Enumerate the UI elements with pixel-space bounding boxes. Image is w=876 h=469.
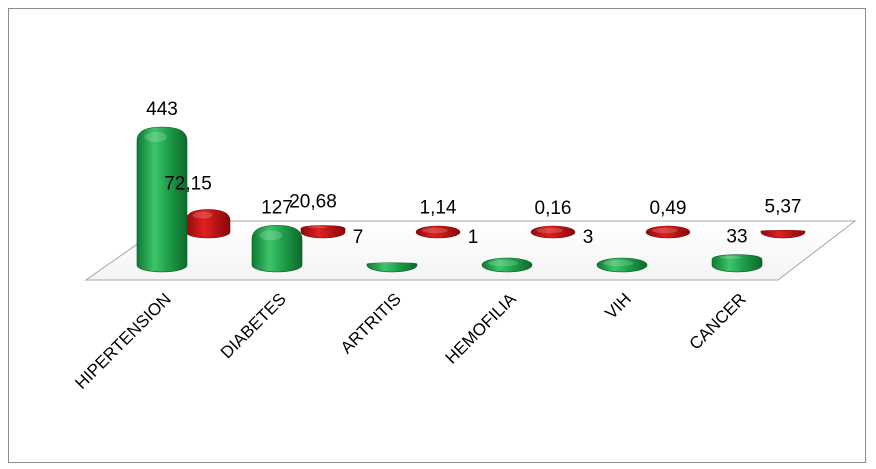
- green-bar-2: [366, 262, 418, 273]
- category-label: HEMOFILIA: [442, 289, 521, 368]
- green-bar-0: [136, 126, 188, 273]
- red-value-label: 1,14: [420, 198, 457, 219]
- red-bar-2: [415, 225, 461, 239]
- red-bar-0: [185, 209, 231, 239]
- green-value-label: 127: [261, 197, 293, 218]
- green-value-label: 443: [146, 99, 178, 120]
- green-bar-3: [481, 257, 533, 273]
- red-value-label: 20,68: [289, 192, 337, 213]
- category-label: VIH: [601, 289, 634, 322]
- green-value-label: 33: [726, 227, 747, 248]
- category-label: HIPERTENSION: [71, 289, 174, 392]
- red-bar-4: [645, 225, 691, 239]
- green-bar-4: [596, 257, 648, 273]
- red-bar-1: [300, 225, 346, 239]
- green-bar-1: [251, 225, 303, 273]
- red-bar-3: [530, 225, 576, 239]
- red-value-label: 0,16: [535, 198, 572, 219]
- category-label: DIABETES: [217, 289, 290, 362]
- red-bar-5: [760, 230, 806, 239]
- green-value-label: 3: [583, 227, 594, 248]
- category-label: CANCER: [686, 289, 750, 353]
- category-label: ARTRITIS: [337, 289, 405, 357]
- green-value-label: 1: [468, 227, 479, 248]
- red-value-label: 72,15: [164, 174, 212, 195]
- green-bar-5: [711, 254, 763, 273]
- red-value-label: 5,37: [765, 196, 802, 217]
- red-value-label: 0,49: [650, 198, 687, 219]
- green-value-label: 7: [353, 227, 364, 248]
